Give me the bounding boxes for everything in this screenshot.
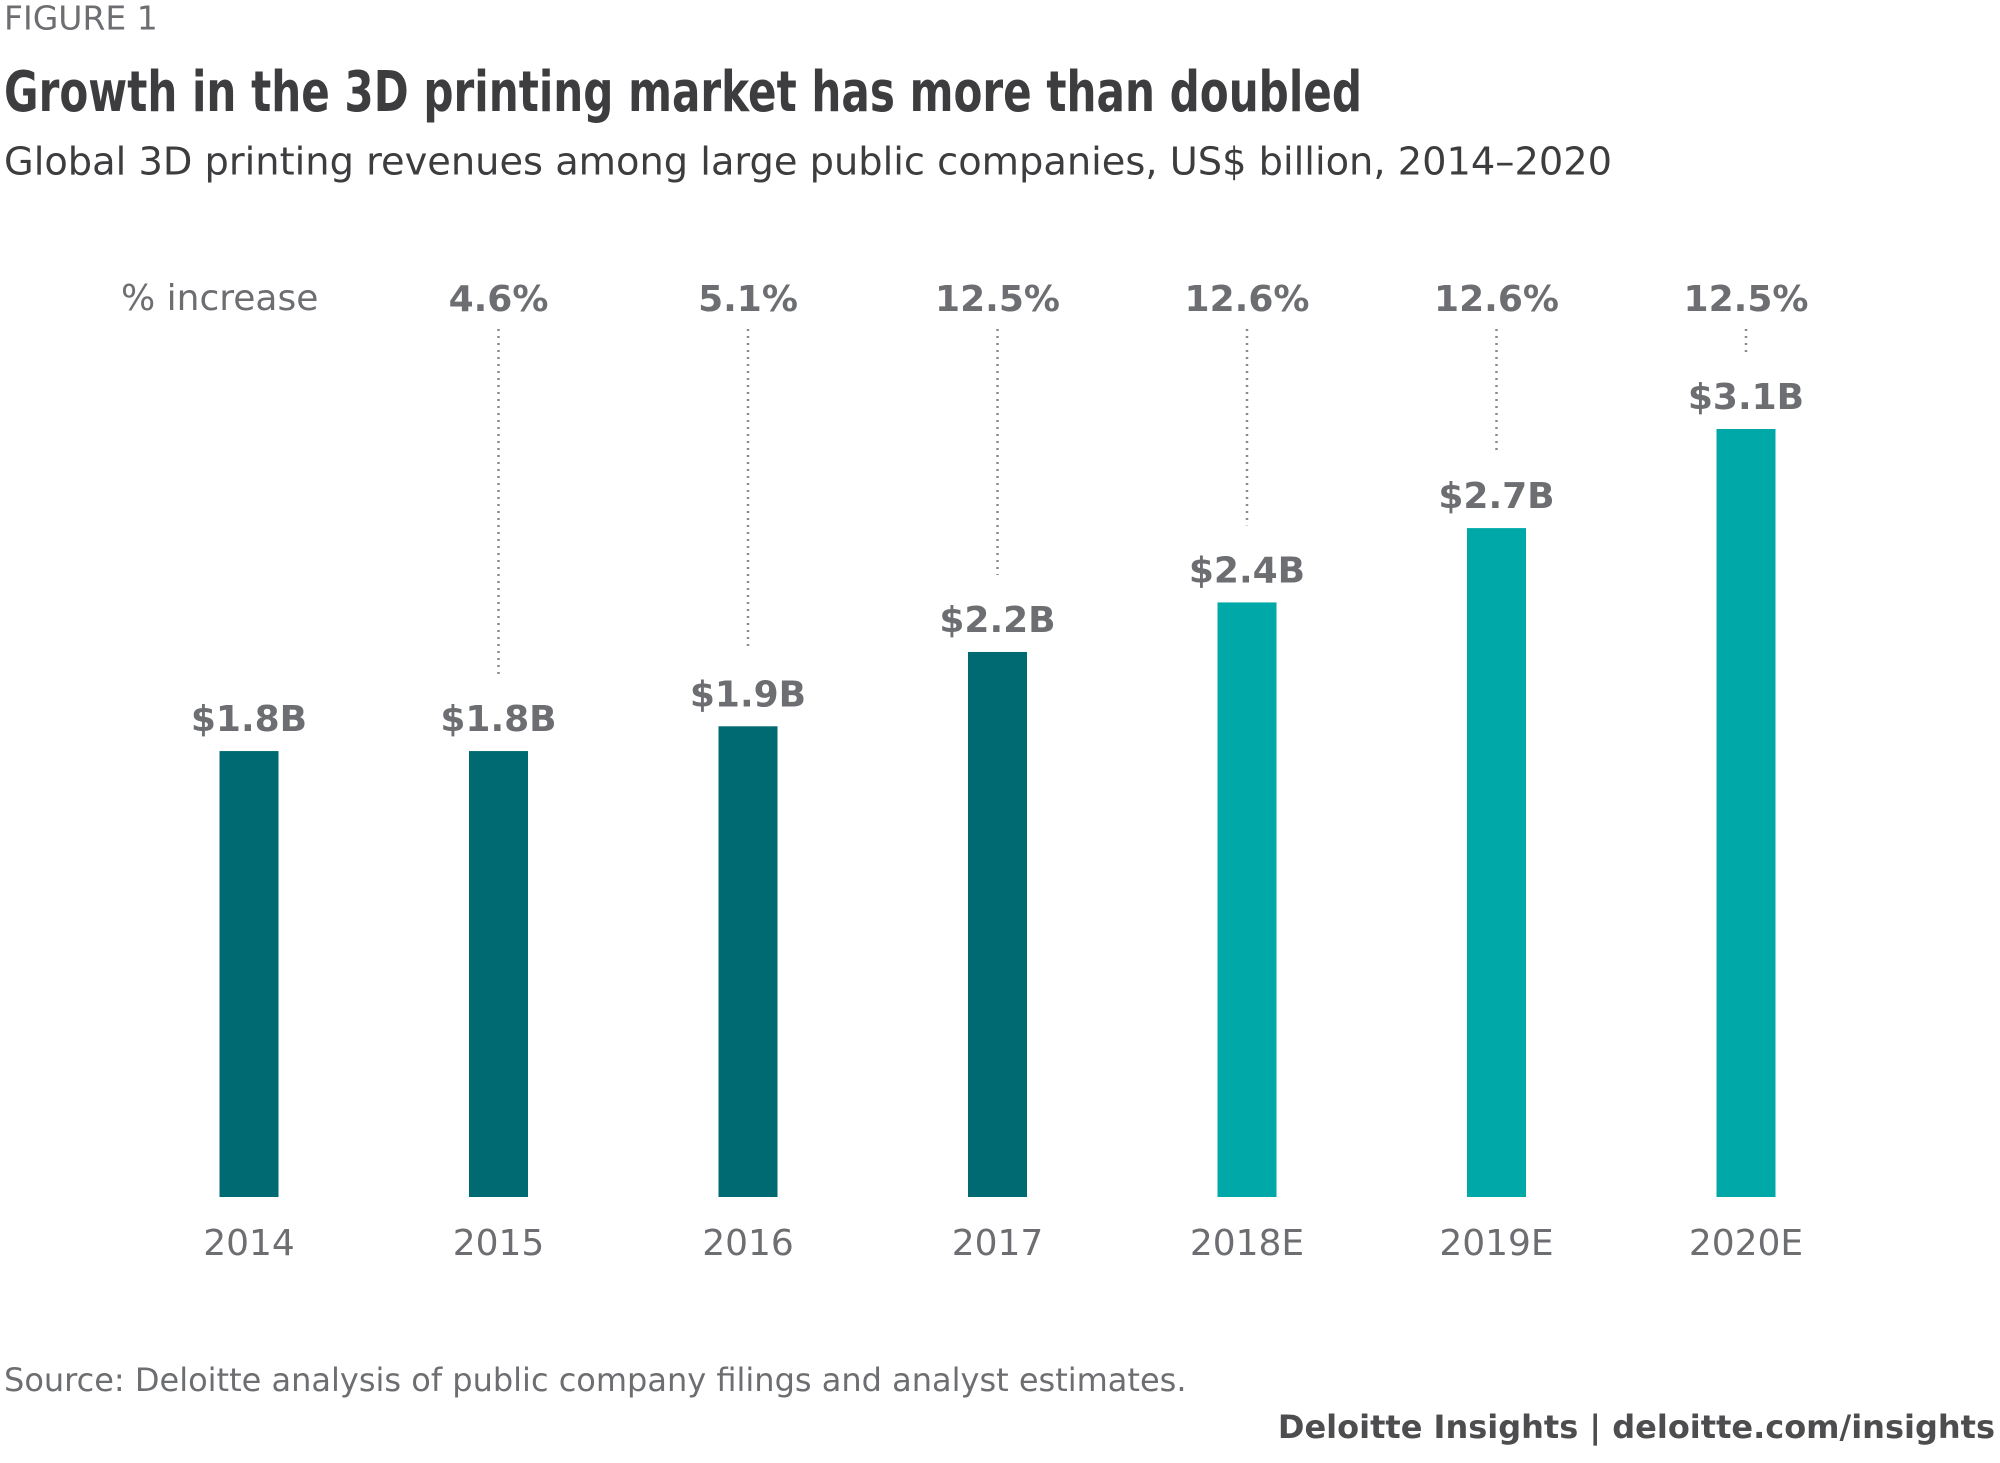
x-tick-label: 2015: [453, 1223, 545, 1264]
bar: [718, 726, 778, 1197]
value-label: $1.8B: [440, 699, 556, 740]
x-tick-label: 2016: [702, 1223, 794, 1264]
x-tick-label: 2014: [203, 1223, 295, 1264]
x-tick-label: 2019E: [1439, 1223, 1553, 1264]
growth-value: 5.1%: [698, 279, 798, 320]
bar: [1716, 429, 1776, 1197]
value-label: $1.9B: [690, 674, 806, 715]
bar: [219, 751, 279, 1197]
value-label: $2.4B: [1189, 550, 1305, 591]
growth-label: % increase: [121, 278, 318, 319]
growth-value: 12.5%: [935, 279, 1060, 320]
footer: Deloitte Insights | deloitte.com/insight…: [1278, 1408, 1995, 1447]
source: Source: Deloitte analysis of public comp…: [4, 1361, 1186, 1399]
value-label: $1.8B: [191, 699, 307, 740]
growth-value: 4.6%: [449, 279, 549, 320]
value-label: $3.1B: [1688, 377, 1804, 418]
growth-value: 12.6%: [1185, 279, 1310, 320]
x-tick-label: 2018E: [1190, 1223, 1304, 1264]
value-label: $2.7B: [1438, 476, 1554, 517]
x-tick-label: 2020E: [1689, 1223, 1803, 1264]
chart-subtitle: Global 3D printing revenues among large …: [4, 140, 1612, 184]
growth-value: 12.5%: [1684, 279, 1809, 320]
figure-label: FIGURE 1: [4, 0, 158, 38]
value-label: $2.2B: [939, 600, 1055, 641]
bar: [1217, 602, 1277, 1197]
bar: [968, 651, 1027, 1197]
chart-title: Growth in the 3D printing market has mor…: [4, 60, 1362, 125]
bar: [1467, 528, 1526, 1197]
x-tick-label: 2017: [952, 1223, 1044, 1264]
growth-value: 12.6%: [1434, 279, 1559, 320]
bar: [469, 751, 528, 1197]
